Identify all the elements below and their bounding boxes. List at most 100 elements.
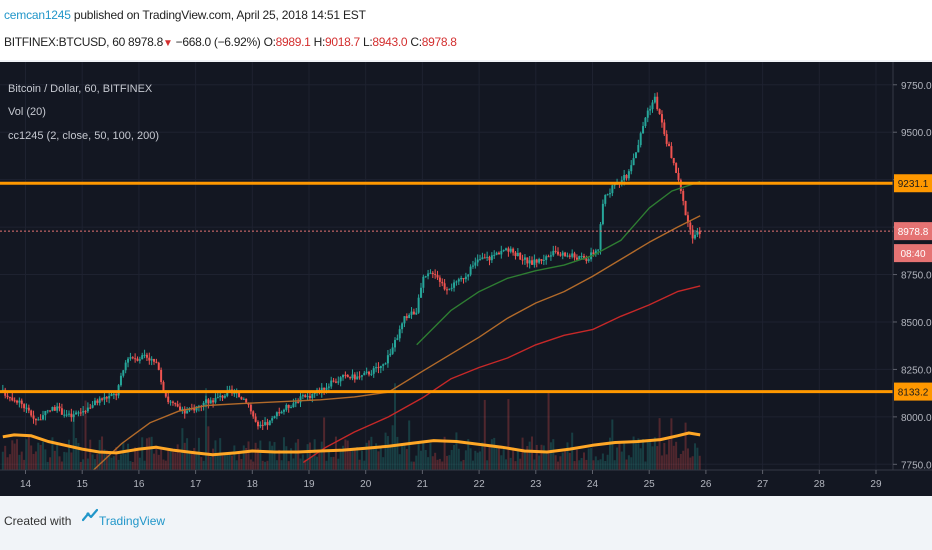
volume-bar [360, 450, 363, 470]
volume-bar [193, 447, 196, 470]
x-tick-label: 24 [587, 479, 599, 490]
candle-body [632, 158, 635, 166]
candle-body [464, 276, 467, 280]
volume-bar [393, 383, 396, 470]
volume-bar [273, 442, 276, 470]
volume-bar [606, 454, 609, 470]
volume-bar [653, 437, 656, 470]
symbol-label: BITFINEX:BTCUSD, 60 [4, 35, 125, 49]
volume-bar [616, 447, 619, 470]
candle-body [450, 287, 453, 289]
volume-bar [98, 439, 101, 470]
candle-body [528, 260, 531, 264]
y-tick-label: 8500.0 [901, 318, 932, 329]
volume-bar [330, 457, 333, 470]
candle-body [75, 412, 78, 415]
candle-body [164, 390, 167, 397]
candle-body [20, 400, 23, 405]
volume-bar [528, 441, 531, 470]
candle-body [41, 415, 44, 420]
volume-bar [370, 436, 373, 470]
volume-bar [412, 461, 415, 470]
candle-body [207, 399, 210, 404]
candle-body [193, 408, 196, 411]
volume-bar [278, 449, 281, 470]
candle-body [497, 252, 500, 255]
publish-info: cemcan1245 published on TradingView.com,… [4, 8, 366, 22]
x-tick-label: 20 [360, 479, 372, 490]
volume-bar [332, 456, 335, 470]
volume-bar [644, 461, 647, 470]
volume-bar [25, 439, 28, 470]
volume-bar [134, 447, 137, 470]
candle-body [282, 409, 285, 412]
volume-bar [41, 441, 44, 470]
candle-body [363, 372, 366, 376]
candle-body [89, 407, 92, 409]
candle-body [162, 382, 165, 391]
tradingview-brand[interactable]: TradingView [99, 514, 166, 528]
candle-body [273, 416, 276, 419]
candle-body [30, 410, 33, 416]
volume-bar [275, 460, 278, 470]
candle-body [547, 256, 550, 258]
candle-body [427, 273, 430, 277]
candle-body [115, 393, 118, 396]
volume-bar [505, 459, 508, 470]
candle-body [332, 380, 335, 382]
volume-bar [226, 455, 229, 470]
volume-bar [698, 455, 701, 470]
candle-body [377, 367, 380, 369]
candle-body [259, 424, 262, 427]
candle-body [101, 398, 104, 400]
volume-bar [143, 460, 146, 470]
volume-bar [594, 456, 597, 470]
candle-body [623, 174, 626, 181]
volume-bar [372, 448, 375, 470]
candle-body [72, 414, 75, 418]
candle-body [195, 406, 198, 411]
x-tick-label: 23 [530, 479, 542, 490]
level-lines[interactable] [0, 181, 893, 394]
candle-body [582, 256, 585, 259]
candle-body [566, 255, 569, 257]
volume-bar [164, 460, 167, 470]
volume-bar [256, 448, 259, 470]
volume-bar [351, 449, 354, 470]
candle-body [238, 392, 241, 398]
x-tick-label: 18 [247, 479, 259, 490]
publisher-link[interactable]: cemcan1245 [4, 8, 71, 22]
level-price-label: 9231.1 [898, 179, 929, 190]
volume-bar [462, 459, 465, 470]
volume-bar [443, 436, 446, 470]
candle-body [49, 410, 52, 412]
legend-volume: Vol (20) [8, 106, 46, 118]
candle-body [554, 250, 557, 252]
candle-body [308, 395, 311, 398]
candle-body [150, 358, 153, 361]
candle-body [396, 338, 399, 340]
candle-body [531, 260, 534, 265]
candle-body [594, 250, 597, 255]
price-chart[interactable]: 7750.08000.08250.08500.08750.09000.09250… [0, 62, 932, 496]
candle-body [183, 408, 186, 414]
candle-body [644, 117, 647, 127]
candle-body [634, 152, 637, 159]
volume-bar [266, 460, 269, 470]
candle-body [670, 146, 673, 158]
volume-bar [422, 441, 425, 470]
volume-bar [320, 441, 323, 470]
volume-bar [582, 452, 585, 470]
volume-bar [190, 453, 193, 470]
volume-bar [684, 422, 687, 470]
candle-body [627, 171, 630, 179]
volume-bar [316, 456, 319, 470]
candle-body [356, 376, 359, 380]
candle-body [141, 355, 144, 360]
chart-area[interactable]: 7750.08000.08250.08500.08750.09000.09250… [0, 62, 932, 496]
candle-body [514, 252, 517, 257]
candle-body [665, 134, 668, 144]
time-axis[interactable]: 14 15 16 17 18 19 20 21 22 23 24 25 26 27 28 29 [20, 470, 882, 490]
volume-bar [660, 455, 663, 470]
volume-bar [573, 461, 576, 470]
